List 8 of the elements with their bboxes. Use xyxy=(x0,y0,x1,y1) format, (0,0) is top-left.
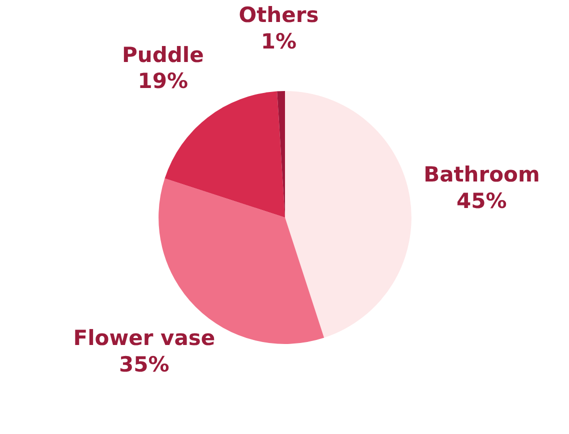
slice-label: Flower vase xyxy=(73,326,216,350)
data-label: 1% xyxy=(260,30,297,54)
slice-label: Others xyxy=(238,3,319,28)
data-label: 19% xyxy=(138,69,188,94)
data-label: 45% xyxy=(456,189,507,214)
slice-label: Puddle xyxy=(122,42,204,67)
slice-label: Bathroom xyxy=(424,162,540,187)
data-label: 35% xyxy=(119,352,170,377)
